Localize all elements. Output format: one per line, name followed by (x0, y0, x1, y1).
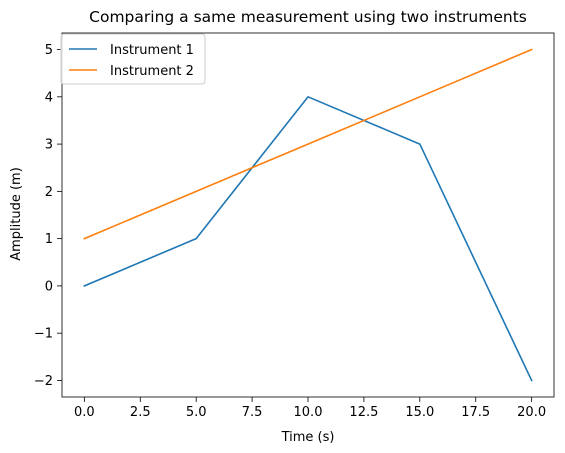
y-axis: −2 −1 0 1 2 3 4 5 (34, 43, 62, 389)
x-tick-label: 10.0 (294, 405, 323, 420)
y-tick-label: −2 (34, 374, 53, 389)
legend-label-instrument-2: Instrument 2 (110, 64, 194, 79)
x-tick-label: 2.5 (130, 405, 151, 420)
y-tick-label: 3 (45, 138, 53, 153)
x-tick-label: 20.0 (517, 405, 546, 420)
y-tick-label: 0 (45, 279, 53, 294)
legend-box (60, 33, 206, 85)
series-line-instrument-1 (83, 96, 533, 382)
x-axis-label: Time (s) (281, 430, 335, 445)
x-tick-label: 17.5 (461, 405, 490, 420)
legend: Instrument 1 Instrument 2 (60, 33, 206, 85)
y-tick-label: 1 (45, 232, 53, 247)
x-tick-label: 12.5 (349, 405, 378, 420)
legend-label-instrument-1: Instrument 1 (110, 43, 194, 58)
y-tick-label: 4 (45, 90, 53, 105)
x-tick-label: 7.5 (242, 405, 263, 420)
plot-lines (83, 48, 533, 382)
y-tick-label: 2 (45, 185, 53, 200)
plot-frame (61, 32, 555, 398)
chart-title: Comparing a same measurement using two i… (89, 8, 527, 26)
x-tick-label: 0.0 (74, 405, 95, 420)
x-tick-label: 5.0 (186, 405, 207, 420)
series-line-instrument-2 (83, 48, 533, 240)
y-axis-label: Amplitude (m) (9, 167, 24, 261)
y-tick-label: −1 (34, 327, 53, 342)
x-axis: 0.0 2.5 5.0 7.5 10.0 12.5 15.0 17.5 20.0 (74, 397, 546, 420)
x-tick-label: 15.0 (405, 405, 434, 420)
y-tick-label: 5 (45, 43, 53, 58)
